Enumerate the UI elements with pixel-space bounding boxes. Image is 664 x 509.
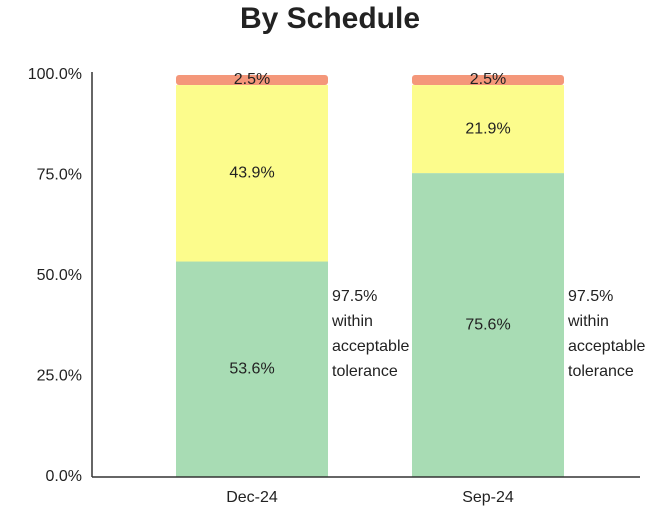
annotation: 97.5% xyxy=(332,288,377,305)
y-tick-label: 0.0% xyxy=(46,468,82,485)
annotation: tolerance xyxy=(568,363,634,380)
annotation: tolerance xyxy=(332,363,398,380)
chart-title: By Schedule xyxy=(240,2,420,35)
data-label: 43.9% xyxy=(229,165,274,182)
y-tick-label: 50.0% xyxy=(37,267,82,284)
annotation: acceptable xyxy=(332,338,409,355)
annotation: acceptable xyxy=(568,338,645,355)
bar-segment xyxy=(176,261,328,477)
x-tick-label: Dec-24 xyxy=(226,489,278,506)
bar-segment xyxy=(176,75,328,86)
data-label: 2.5% xyxy=(470,71,506,88)
data-label: 75.6% xyxy=(465,316,510,333)
y-tick-label: 75.0% xyxy=(37,167,82,184)
annotation: within xyxy=(331,313,373,330)
data-label: 53.6% xyxy=(229,360,274,377)
bar-segment xyxy=(176,85,328,262)
data-label: 2.5% xyxy=(234,71,270,88)
bar-segment xyxy=(412,75,564,86)
data-label: 21.9% xyxy=(465,120,510,137)
annotation: within xyxy=(567,313,609,330)
bar-segment xyxy=(412,173,564,477)
y-tick-label: 25.0% xyxy=(37,368,82,385)
bar-segment xyxy=(412,85,564,174)
y-tick-label: 100.0% xyxy=(28,66,82,83)
annotation: 97.5% xyxy=(568,288,613,305)
x-tick-label: Sep-24 xyxy=(462,489,514,506)
